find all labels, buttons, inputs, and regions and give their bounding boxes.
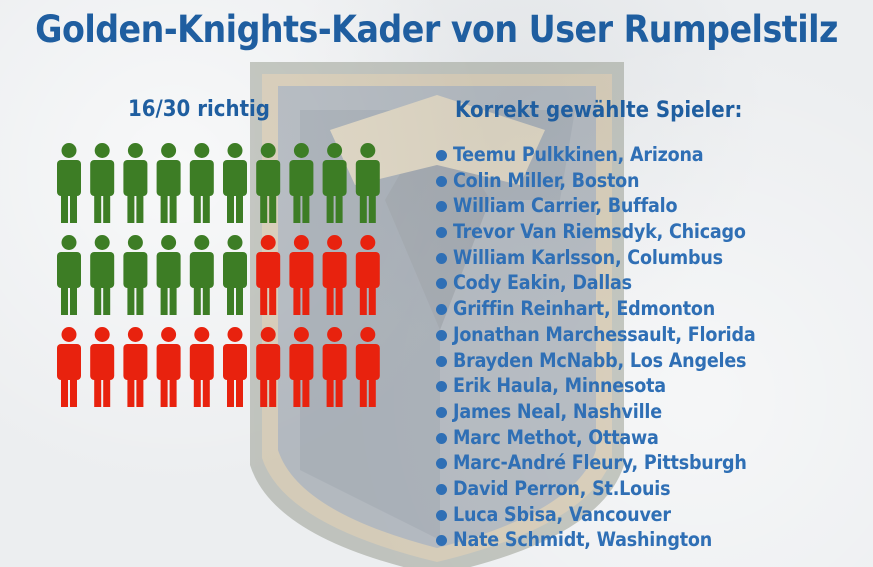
- correct-players-list: Teemu Pulkkinen, Arizona Colin Miller, Bo…: [436, 142, 756, 553]
- player-name: Luca Sbisa, Vancouver: [453, 502, 671, 526]
- person-icon-wrong: [223, 327, 247, 407]
- person-icon-wrong: [123, 327, 148, 407]
- person-icon-wrong: [355, 327, 380, 407]
- bullet-icon: [436, 381, 447, 393]
- player-name: Colin Miller, Boston: [453, 168, 640, 192]
- player-list-item: Colin Miller, Boston: [436, 168, 755, 194]
- bullet-icon: [436, 227, 447, 239]
- person-icon-correct: [289, 143, 314, 223]
- person-icon-correct: [189, 143, 214, 223]
- player-name: Brayden McNabb, Los Angeles: [453, 348, 747, 372]
- player-name: Marc Methot, Ottawa: [453, 425, 659, 449]
- player-list-item: Teemu Pulkkinen, Arizona: [436, 142, 755, 168]
- player-name: Teemu Pulkkinen, Arizona: [453, 143, 704, 166]
- player-name: David Perron, St.Louis: [453, 476, 671, 500]
- bullet-icon: [436, 201, 447, 213]
- player-list-item: Jonathan Marchessault, Florida: [436, 322, 756, 348]
- person-icon-wrong: [256, 235, 281, 315]
- player-list-item: Cody Eakin, Dallas: [436, 270, 755, 296]
- player-list-item: Trevor Van Riemsdyk, Chicago: [436, 219, 755, 245]
- person-icon-wrong: [189, 327, 214, 407]
- bullet-icon: [436, 175, 447, 187]
- person-icon-correct: [156, 235, 181, 315]
- bullet-icon: [436, 329, 447, 341]
- player-list-item: Nate Schmidt, Washington: [436, 527, 755, 553]
- player-name: Jonathan Marchessault, Florida: [453, 322, 756, 346]
- score-label: 16/30 richtig: [128, 97, 270, 122]
- player-name: William Karlsson, Columbus: [453, 245, 723, 269]
- player-list-item: William Karlsson, Columbus: [436, 245, 755, 271]
- person-icon-correct: [189, 235, 214, 315]
- page-title: Golden-Knights-Kader von User Rumpelstil…: [35, 8, 838, 51]
- person-icon-wrong: [156, 327, 181, 407]
- bullet-icon: [436, 509, 447, 521]
- player-list-item: Erik Haula, Minnesota: [436, 373, 755, 399]
- bullet-icon: [436, 432, 447, 444]
- bullet-icon: [436, 278, 447, 290]
- person-icon-wrong: [57, 327, 81, 407]
- player-name: Trevor Van Riemsdyk, Chicago: [453, 220, 746, 244]
- person-icon-wrong: [289, 327, 314, 407]
- player-list-item: Marc Methot, Ottawa: [436, 425, 755, 451]
- player-name: William Carrier, Buffalo: [453, 194, 678, 218]
- person-icon-correct: [256, 143, 281, 223]
- player-list-item: James Neal, Nashville: [436, 399, 755, 425]
- player-list-item: Marc-André Fleury, Pittsburgh: [436, 450, 755, 476]
- player-name: Nate Schmidt, Washington: [453, 528, 713, 552]
- bullet-icon: [436, 355, 447, 367]
- player-name: James Neal, Nashville: [453, 399, 662, 423]
- player-list-item: William Carrier, Buffalo: [436, 193, 755, 219]
- player-list-item: Griffin Reinhart, Edmonton: [436, 296, 755, 322]
- bullet-icon: [436, 252, 447, 264]
- person-icon-correct: [57, 235, 81, 315]
- person-icon-wrong: [355, 235, 380, 315]
- person-icon-correct: [223, 235, 247, 315]
- player-list-item: Brayden McNabb, Los Angeles: [436, 348, 755, 374]
- player-list-item: Luca Sbisa, Vancouver: [436, 502, 755, 528]
- person-icon-correct: [322, 143, 347, 223]
- person-icon-correct: [156, 143, 181, 223]
- bullet-icon: [436, 483, 447, 495]
- player-name: Erik Haula, Minnesota: [453, 374, 666, 398]
- bullet-icon: [436, 304, 447, 316]
- person-icon-wrong: [256, 327, 281, 407]
- person-icon-correct: [123, 143, 148, 223]
- person-icon-wrong: [289, 235, 314, 315]
- bullet-icon: [436, 535, 447, 547]
- player-name: Cody Eakin, Dallas: [453, 271, 632, 295]
- correct-players-heading: Korrekt gewählte Spieler:: [455, 98, 743, 123]
- person-icon-correct: [90, 143, 115, 223]
- person-icon-wrong: [90, 327, 115, 407]
- player-name: Marc-André Fleury, Pittsburgh: [453, 451, 747, 475]
- player-list-item: David Perron, St.Louis: [436, 476, 755, 502]
- person-icon-wrong: [322, 235, 347, 315]
- person-icon-correct: [90, 235, 115, 315]
- person-icon-correct: [123, 235, 148, 315]
- person-icon-wrong: [322, 327, 347, 407]
- person-icon-correct: [355, 143, 380, 223]
- bullet-icon: [436, 406, 447, 418]
- person-icon-correct: [223, 143, 247, 223]
- bullet-icon: [436, 150, 447, 161]
- bullet-icon: [436, 458, 447, 470]
- player-name: Griffin Reinhart, Edmonton: [453, 297, 716, 321]
- person-icon-correct: [57, 143, 81, 223]
